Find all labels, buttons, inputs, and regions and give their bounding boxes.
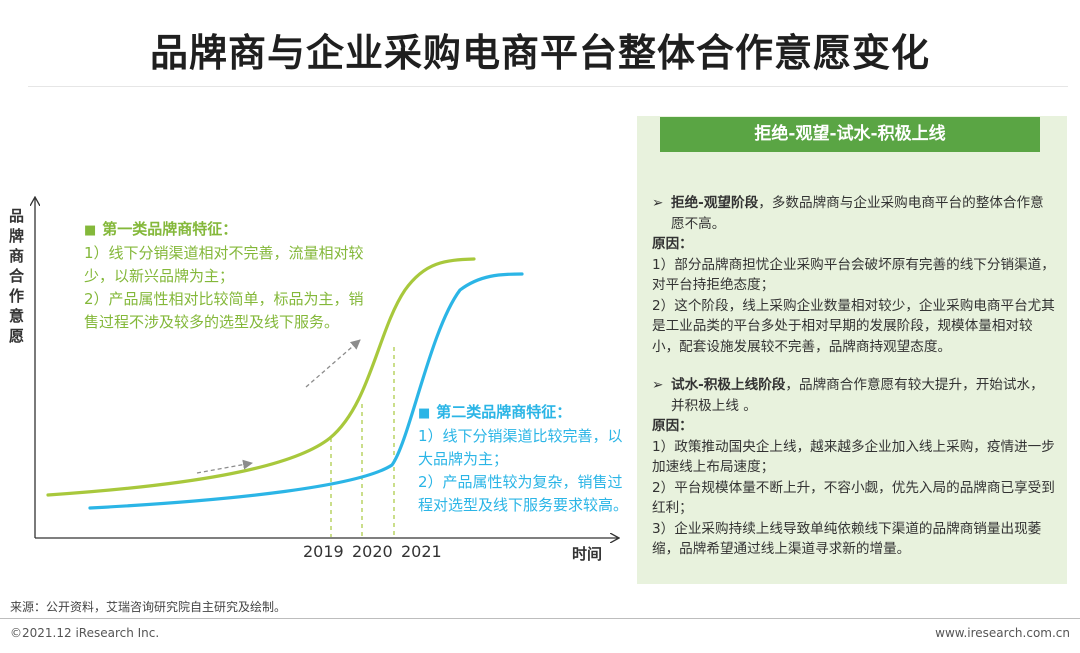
stage-one-reason-label: 原因： <box>652 236 693 252</box>
first-type-heading-text: 第一类品牌商特征： <box>102 220 238 238</box>
panel-body: ➢ 拒绝-观望阶段，多数品牌商与企业采购电商平台的整体合作意愿不高。 原因： 1）… <box>652 193 1057 560</box>
stage-one-reason: 2）这个阶段，线上采购企业数量相对较少，企业采购电商平台尤其是工业品类的平台多处… <box>652 297 1055 355</box>
square-bullet-icon: ■ <box>84 223 97 238</box>
x-axis-label: 时间 <box>572 545 603 563</box>
stage-one-title: 拒绝-观望阶段 <box>671 195 759 211</box>
stage-one-text: ，多数品牌商与企业采购电商平台的整体合作意愿不高。 <box>671 195 1044 232</box>
stage-two-summary: ➢ 试水-积极上线阶段，品牌商合作意愿有较大提升，开始试水，并积极上线 。 <box>652 375 1057 416</box>
adoption-curve-diagram <box>0 0 640 600</box>
y-axis-label: 品牌商合作意愿 <box>9 207 25 345</box>
second-type-heading-text: 第二类品牌商特征： <box>436 403 572 421</box>
page-title: 品牌商与企业采购电商平台整体合作意愿变化 <box>149 31 930 75</box>
second-type-feature-line: 1）线下分销渠道比较完善，以大品牌为主； <box>418 427 623 468</box>
square-bullet-icon: ■ <box>418 406 431 421</box>
trend-arrow-high <box>305 339 361 388</box>
second-type-brand-curve <box>88 272 524 510</box>
first-type-feature-heading: ■ 第一类品牌商特征： <box>84 218 369 242</box>
source-note: 来源：公开资料，艾瑞咨询研究院自主研究及绘制。 <box>10 600 287 614</box>
year-label-2020: 2020 <box>352 542 393 561</box>
first-type-brand-curve <box>46 257 476 497</box>
stage-two-reason: 1）政策推动国央企上线，越来越多企业加入线上采购，疫情进一步加速线上布局速度； <box>652 438 1055 476</box>
second-type-feature-block: ■ 第二类品牌商特征： 1）线下分销渠道比较完善，以大品牌为主； 2）产品属性较为… <box>418 401 628 517</box>
website-link[interactable]: www.iresearch.com.cn <box>935 626 1070 640</box>
stage-description-panel <box>637 116 1067 584</box>
stage-two-reason-label: 原因： <box>652 418 693 434</box>
second-type-feature-line: 2）产品属性较为复杂，销售过程对选型及线下服务要求较高。 <box>418 473 629 514</box>
title-divider <box>28 86 1068 87</box>
first-type-feature-line: 1）线下分销渠道相对不完善，流量相对较少，以新兴品牌为主； <box>84 244 364 285</box>
first-type-feature-line: 2）产品属性相对比较简单，标品为主，销售过程不涉及较多的选型及线下服务。 <box>84 290 364 331</box>
stage-two-title: 试水-积极上线阶段 <box>671 377 786 393</box>
trend-arrow-low <box>196 459 253 474</box>
stage-two-reason: 3）企业采购持续上线导致单纯依赖线下渠道的品牌商销量出现萎缩，品牌希望通过线上渠… <box>652 520 1042 558</box>
copyright-text: ©2021.12 iResearch Inc. <box>10 626 160 640</box>
stage-one-summary: ➢ 拒绝-观望阶段，多数品牌商与企业采购电商平台的整体合作意愿不高。 <box>652 193 1057 234</box>
stage-two-reason: 2）平台规模体量不断上升，不容小觑，优先入局的品牌商已享受到红利； <box>652 479 1055 517</box>
section-spacer <box>652 357 1057 375</box>
chevron-right-icon: ➢ <box>652 195 664 211</box>
panel-header: 拒绝-观望-试水-积极上线 <box>660 117 1040 152</box>
chevron-right-icon: ➢ <box>652 377 664 393</box>
year-label-2019: 2019 <box>303 542 344 561</box>
first-type-feature-block: ■ 第一类品牌商特征： 1）线下分销渠道相对不完善，流量相对较少，以新兴品牌为主；… <box>84 218 369 334</box>
stage-one-reason: 1）部分品牌商担忧企业采购平台会破坏原有完善的线下分销渠道，对平台持拒绝态度； <box>652 256 1055 294</box>
stage-two-text: ，品牌商合作意愿有较大提升，开始试水，并积极上线 。 <box>671 377 1044 414</box>
year-label-2021: 2021 <box>401 542 442 561</box>
second-type-feature-heading: ■ 第二类品牌商特征： <box>418 401 628 425</box>
footer-divider <box>0 618 1080 619</box>
